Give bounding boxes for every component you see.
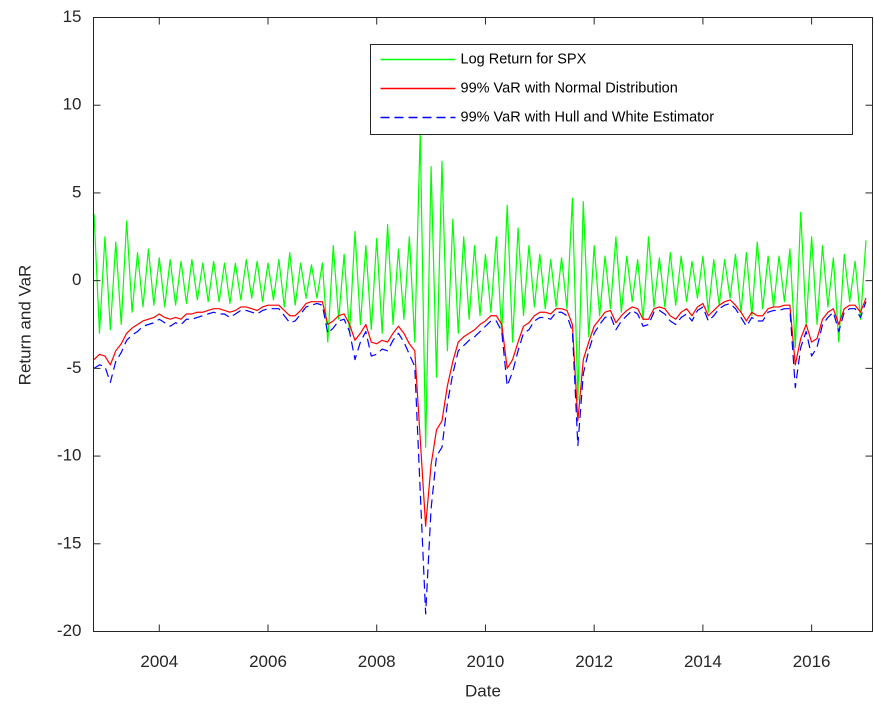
x-tick-label: 2008 bbox=[358, 652, 396, 671]
series-line bbox=[93, 297, 867, 527]
y-tick-label: -20 bbox=[57, 621, 82, 640]
x-tick-label: 2006 bbox=[249, 652, 287, 671]
axes-box bbox=[93, 17, 873, 632]
legend: Log Return for SPX 99% VaR with Normal Di… bbox=[370, 44, 853, 135]
y-tick-label: 15 bbox=[63, 7, 82, 26]
series-line bbox=[93, 130, 867, 448]
legend-label: Log Return for SPX bbox=[461, 51, 587, 67]
legend-label: 99% VaR with Normal Distribution bbox=[461, 80, 678, 96]
series-line bbox=[93, 301, 867, 615]
x-tick-label: 2014 bbox=[684, 652, 722, 671]
y-tick-label: 10 bbox=[63, 95, 82, 114]
x-tick-label: 2012 bbox=[575, 652, 613, 671]
y-tick-label: 0 bbox=[72, 270, 81, 289]
legend-box bbox=[370, 44, 853, 135]
x-tick-label: 2004 bbox=[140, 652, 178, 671]
y-tick-label: 5 bbox=[72, 182, 81, 201]
x-tick-label: 2010 bbox=[467, 652, 505, 671]
plot-area bbox=[93, 130, 867, 615]
legend-label: 99% VaR with Hull and White Estimator bbox=[461, 109, 715, 125]
y-tick-label: -15 bbox=[57, 533, 82, 552]
y-tick-label: -10 bbox=[57, 446, 82, 465]
x-tick-label: 2016 bbox=[793, 652, 831, 671]
y-axis-label: Return and VaR bbox=[15, 265, 34, 386]
x-axis-label: Date bbox=[465, 681, 501, 700]
y-tick-label: -5 bbox=[66, 358, 81, 377]
